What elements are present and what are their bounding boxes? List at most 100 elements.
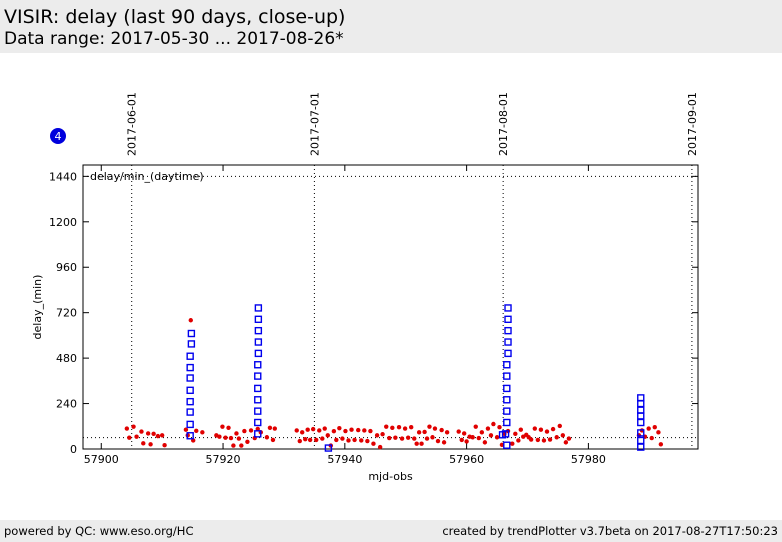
footer-bar: powered by QC: www.eso.org/HC created by… <box>0 520 782 542</box>
data-point <box>139 429 144 434</box>
x-tick-label: 57900 <box>84 453 119 466</box>
data-point <box>656 430 661 435</box>
data-point <box>637 418 645 427</box>
data-point <box>223 435 228 440</box>
data-point <box>560 433 566 438</box>
data-point <box>300 430 305 435</box>
data-point <box>187 340 196 348</box>
data-point <box>441 440 447 445</box>
data-point <box>186 374 194 382</box>
data-point <box>242 428 247 434</box>
data-point <box>254 315 263 324</box>
data-point <box>226 425 231 430</box>
date-marker-label: 2017-06-01 <box>126 92 139 156</box>
data-point <box>331 429 337 434</box>
data-point <box>658 442 664 447</box>
data-point <box>254 407 262 415</box>
badge-number: 4 <box>55 130 62 143</box>
data-point <box>141 441 146 446</box>
data-point <box>652 425 657 430</box>
x-tick-label: 57920 <box>206 453 241 466</box>
data-point <box>504 338 512 346</box>
data-point <box>264 435 270 440</box>
data-point <box>637 429 645 437</box>
data-point <box>503 361 511 369</box>
data-point <box>254 361 262 369</box>
data-point <box>412 436 417 441</box>
data-point <box>186 408 194 416</box>
data-point <box>432 426 438 431</box>
y-tick-label: 1440 <box>49 170 77 183</box>
data-point <box>200 430 205 435</box>
data-range-subtitle: Data range: 2017-05-30 ... 2017-08-26* <box>4 29 344 49</box>
data-point <box>461 431 467 436</box>
data-point <box>510 441 515 446</box>
plot-inner-label: delay/min_(daytime) <box>90 170 204 183</box>
data-point <box>255 426 260 432</box>
data-point <box>324 444 333 452</box>
data-point <box>371 441 376 446</box>
data-point <box>390 425 395 430</box>
data-point <box>254 338 263 346</box>
data-point <box>488 433 494 438</box>
data-point <box>414 441 419 446</box>
data-point <box>131 424 136 429</box>
y-tick-label: 480 <box>56 352 77 365</box>
data-point <box>228 435 234 441</box>
data-point <box>497 425 502 430</box>
y-tick-label: 1200 <box>49 216 77 229</box>
date-marker-label: 2017-09-01 <box>686 92 699 156</box>
y-tick-label: 960 <box>56 261 77 274</box>
data-point <box>419 441 424 446</box>
data-point <box>396 425 402 430</box>
page-title: VISIR: delay (last 90 days, close-up) <box>4 6 346 28</box>
data-point <box>503 372 511 380</box>
data-point <box>566 436 572 441</box>
data-point <box>187 329 196 338</box>
data-point <box>387 435 392 441</box>
data-point <box>186 397 194 406</box>
data-point <box>518 427 524 432</box>
data-point <box>535 437 541 443</box>
y-axis-label: delay_(min) <box>31 275 44 340</box>
data-point <box>503 441 511 449</box>
data-point <box>374 433 380 438</box>
data-point <box>430 435 435 440</box>
data-point <box>649 435 654 441</box>
data-point <box>239 443 244 448</box>
data-point <box>424 436 430 441</box>
data-point <box>217 434 222 439</box>
data-point <box>297 438 302 444</box>
data-point <box>473 424 478 429</box>
footer-credit: powered by QC: www.eso.org/HC <box>4 524 194 538</box>
date-marker-label: 2017-07-01 <box>308 92 321 156</box>
data-point <box>310 426 316 432</box>
data-point <box>254 396 262 404</box>
data-point <box>186 420 194 429</box>
data-point <box>254 430 262 438</box>
data-point <box>557 423 562 429</box>
data-point <box>303 436 308 442</box>
data-point <box>439 427 444 433</box>
data-point <box>343 428 348 434</box>
data-point <box>186 386 194 395</box>
data-point <box>325 433 330 438</box>
data-point <box>563 440 569 445</box>
data-point <box>368 428 373 434</box>
data-point <box>236 436 242 441</box>
data-point <box>528 437 534 442</box>
data-point <box>148 442 153 447</box>
data-point <box>503 407 511 415</box>
data-point <box>159 433 165 438</box>
data-point <box>504 315 512 324</box>
data-point <box>294 428 299 433</box>
data-point <box>541 438 547 443</box>
data-point <box>470 435 475 440</box>
data-point <box>637 436 645 445</box>
data-point <box>494 435 500 440</box>
data-point <box>248 428 254 433</box>
data-point <box>377 444 383 450</box>
data-point <box>504 326 512 335</box>
header-bar: VISIR: delay (last 90 days, close-up) Da… <box>0 0 782 53</box>
